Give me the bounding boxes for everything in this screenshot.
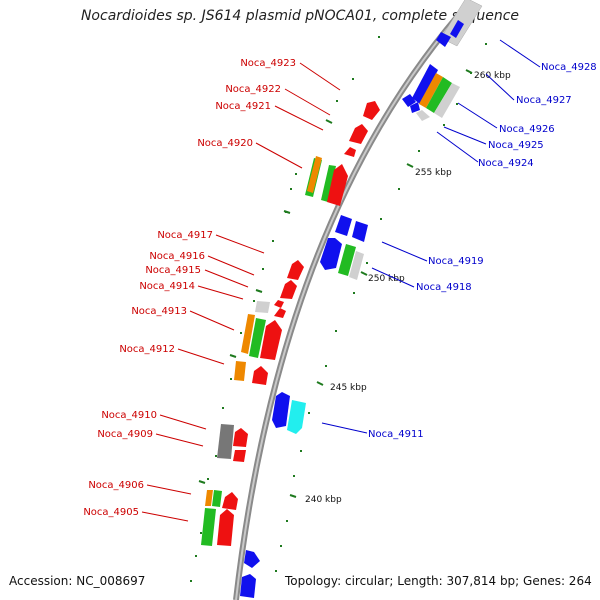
- label-noca-4924: Noca_4924: [478, 158, 534, 169]
- gene-noca-4920[interactable]: [305, 156, 348, 206]
- label-noca-4927: Noca_4927: [516, 95, 572, 106]
- label-noca-4910: Noca_4910: [101, 410, 157, 421]
- label-noca-4909: Noca_4909: [97, 429, 153, 440]
- scale-label-250: 250 kbp: [368, 274, 405, 284]
- reverse-label-leaders: [321, 39, 541, 434]
- scale-tick-marks: [198, 69, 473, 498]
- gene-noca-4918[interactable]: [320, 238, 364, 280]
- gene-noca-4923[interactable]: [363, 101, 380, 120]
- gene-noca-4921[interactable]: [344, 147, 356, 157]
- label-noca-4916: Noca_4916: [149, 251, 205, 262]
- gene-noca-4928[interactable]: [436, 0, 483, 47]
- label-noca-4922: Noca_4922: [225, 84, 281, 95]
- reverse-gene-labels: Noca_4928 Noca_4927 Noca_4926 Noca_4925 …: [368, 62, 597, 440]
- label-noca-4919: Noca_4919: [428, 256, 484, 267]
- gene-noca-4917[interactable]: [287, 260, 304, 280]
- scale-tick-labels: 260 kbp 255 kbp 250 kbp 245 kbp 240 kbp: [305, 71, 511, 505]
- gene-noca-4909[interactable]: [233, 450, 246, 462]
- gene-noca-4906[interactable]: [205, 490, 238, 510]
- gene-noca-4925[interactable]: [410, 102, 420, 113]
- label-noca-4921: Noca_4921: [215, 101, 271, 112]
- gene-noca-4911[interactable]: [272, 392, 306, 434]
- gene-noca-bottom: [240, 550, 260, 598]
- label-noca-4905: Noca_4905: [83, 507, 139, 518]
- reverse-strand-genes: [240, 0, 483, 598]
- scale-label-255: 255 kbp: [415, 168, 452, 178]
- label-noca-4920: Noca_4920: [197, 138, 253, 149]
- gene-noca-4912[interactable]: [234, 361, 268, 385]
- gene-noca-4927[interactable]: [412, 64, 460, 118]
- accession-label: Accession: NC_008697: [9, 574, 146, 588]
- scale-label-245: 245 kbp: [330, 383, 367, 393]
- gene-noca-4919[interactable]: [335, 215, 368, 242]
- label-noca-4928: Noca_4928: [541, 62, 597, 73]
- gene-noca-4916[interactable]: [280, 280, 297, 299]
- forward-gene-labels: Noca_4923 Noca_4922 Noca_4921 Noca_4920 …: [83, 58, 296, 518]
- backbone: [233, 0, 473, 600]
- label-noca-4915: Noca_4915: [145, 265, 201, 276]
- forward-strand-genes: [201, 101, 380, 546]
- scale-label-240: 240 kbp: [305, 495, 342, 505]
- label-noca-4925: Noca_4925: [488, 140, 544, 151]
- gene-noca-4905[interactable]: [201, 508, 234, 546]
- label-noca-4906: Noca_4906: [88, 480, 144, 491]
- scale-label-260: 260 kbp: [474, 71, 511, 81]
- label-noca-4926: Noca_4926: [499, 124, 555, 135]
- gene-noca-4922[interactable]: [349, 124, 368, 144]
- label-noca-4911: Noca_4911: [368, 429, 424, 440]
- map-title: Nocardioides sp. JS614 plasmid pNOCA01, …: [80, 8, 520, 24]
- label-noca-4918: Noca_4918: [416, 282, 472, 293]
- label-noca-4917: Noca_4917: [157, 230, 213, 241]
- forward-label-leaders: [141, 62, 341, 522]
- label-noca-4914: Noca_4914: [139, 281, 195, 292]
- label-noca-4913: Noca_4913: [131, 306, 187, 317]
- label-noca-4923: Noca_4923: [240, 58, 296, 69]
- gene-noca-4915[interactable]: [274, 300, 284, 308]
- label-noca-4912: Noca_4912: [119, 344, 175, 355]
- summary-label: Topology: circular; Length: 307,814 bp; …: [285, 574, 592, 588]
- gene-noca-4926[interactable]: [402, 94, 416, 107]
- gene-noca-4913[interactable]: [241, 301, 282, 360]
- gene-noca-4914[interactable]: [274, 308, 286, 318]
- gene-noca-4924[interactable]: [416, 110, 430, 121]
- gene-noca-4910[interactable]: [217, 424, 248, 459]
